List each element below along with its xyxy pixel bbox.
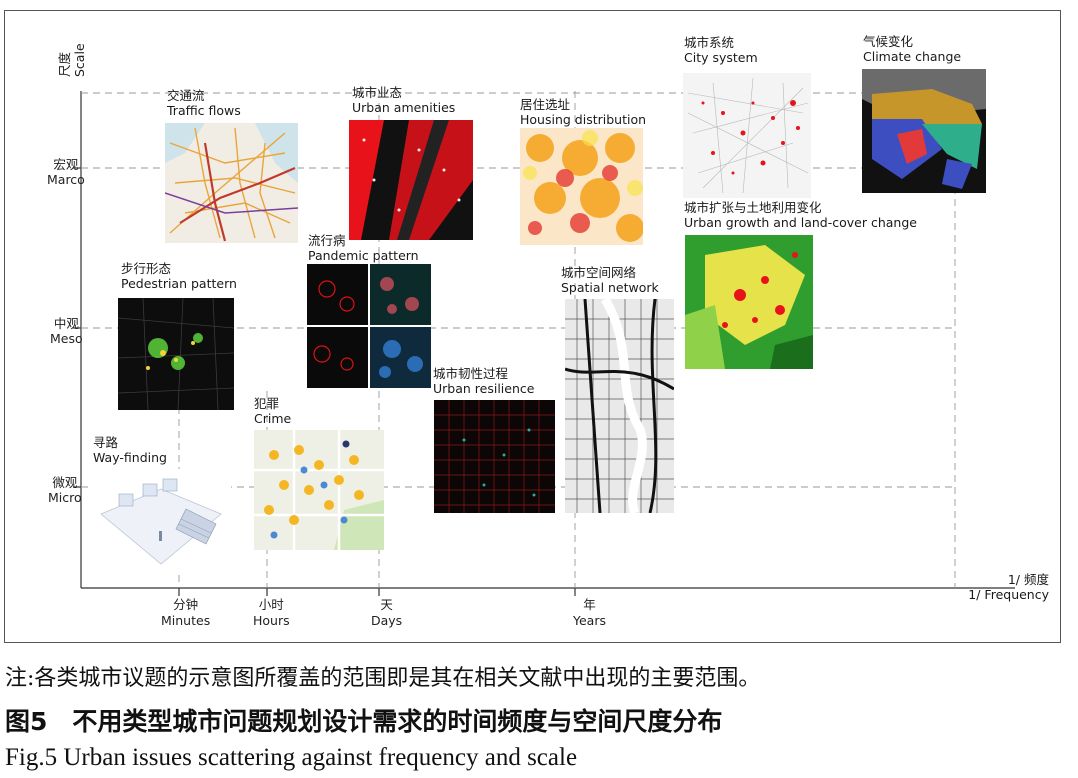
label-crime: 犯罪 Crime (254, 396, 292, 426)
y-level-meso: 中观 Meso (50, 316, 83, 346)
label-pandemic-pattern: 流行病 Pandemic pattern (308, 233, 419, 263)
label-climate-change: 气候变化 Climate change (863, 34, 962, 64)
label-city-system: 城市系统 City system (684, 35, 758, 65)
landcover-map-thumbnail (685, 235, 813, 369)
label-urban-growth: 城市扩张与土地利用变化 Urban growth and land-cover c… (684, 200, 917, 230)
city-system-map-thumbnail (683, 73, 811, 198)
caption-title: 图5 不用类型城市问题规划设计需求的时间频度与空间尺度分布 (5, 707, 723, 736)
x-level-days: 天 Days (371, 597, 403, 628)
label-spatial-network: 城市空间网络 Spatial network (561, 265, 659, 295)
pedestrian-map-thumbnail (118, 298, 234, 410)
traffic-map-thumbnail (165, 123, 298, 243)
wayfinding-scene-thumbnail (91, 469, 231, 573)
x-level-years: 年 Years (573, 597, 606, 628)
x-level-minutes: 分钟 Minutes (161, 597, 211, 628)
y-axis-title: 尺度 (57, 51, 72, 77)
housing-map-thumbnail (520, 128, 643, 245)
label-urban-amenities: 城市业态 Urban amenities (352, 85, 456, 115)
y-level-micro: 微观 Micro (48, 475, 82, 505)
label-housing-distribution: 居住选址 Housing distribution (520, 97, 647, 127)
x-axis-title: 1/ 频度 1/ Frequency (968, 572, 1049, 602)
street-network-thumbnail (565, 299, 674, 513)
amenities-map-thumbnail (349, 120, 473, 240)
caption-note: 注:各类城市议题的示意图所覆盖的范围即是其在相关文献中出现的主要范围。 (5, 666, 761, 691)
figure-panel: 尺度 Scale 宏观 Marco 中观 Meso 微观 Micro 分钟 Mi… (4, 10, 1061, 643)
y-level-macro: 宏观 Marco (47, 157, 85, 187)
label-pedestrian-pattern: 步行形态 Pedestrian pattern (121, 261, 237, 291)
label-traffic-flows: 交通流 Traffic flows (167, 88, 241, 118)
resilience-map-thumbnail (434, 400, 555, 513)
x-level-hours: 小时 Hours (253, 597, 290, 628)
pandemic-cells-thumbnail (307, 264, 431, 388)
label-urban-resilience: 城市韧性过程 Urban resilience (433, 366, 535, 396)
crime-map-thumbnail (254, 430, 384, 550)
climate-map-thumbnail (862, 69, 986, 193)
y-axis-title-en: Scale (72, 43, 87, 77)
caption-english: Fig.5 Urban issues scattering against fr… (5, 744, 578, 771)
label-way-finding: 寻路 Way-finding (93, 435, 167, 465)
